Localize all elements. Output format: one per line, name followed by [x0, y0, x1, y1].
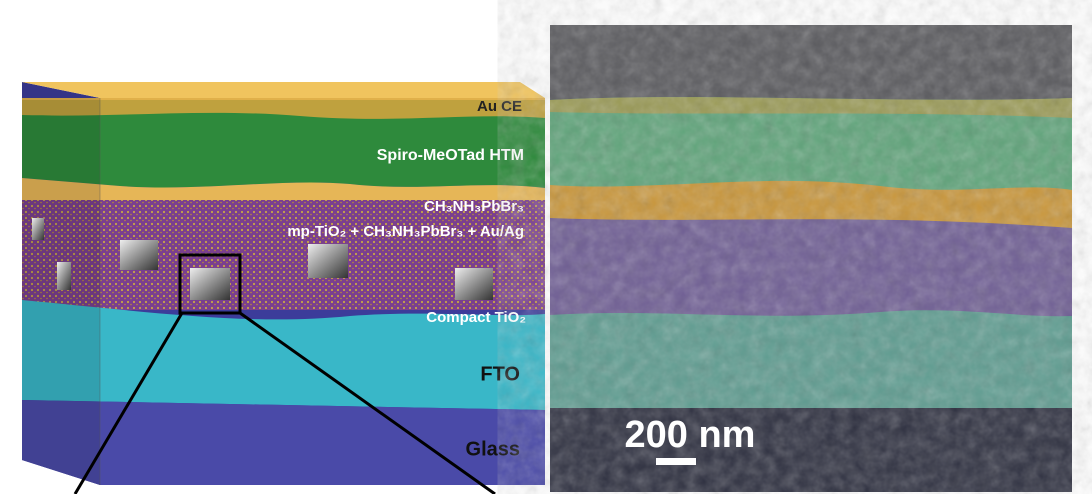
layer-label: Compact TiO₂: [426, 309, 526, 326]
layer-schematic: [22, 82, 545, 496]
scale-bar-label: 200 nm: [625, 414, 756, 456]
sem-image: [550, 25, 1072, 492]
layer-label: mp-TiO₂ + CH₃NH₃PbBr₃ + Au/Ag: [287, 223, 524, 240]
layer-label: CH₃NH₃PbBr₃: [424, 198, 524, 215]
layer-label: FTO: [480, 363, 520, 385]
layer-label: Spiro-MeOTad HTM: [377, 147, 524, 164]
layer-label: Au CE: [477, 98, 522, 115]
layer-label: Glass: [466, 438, 520, 460]
